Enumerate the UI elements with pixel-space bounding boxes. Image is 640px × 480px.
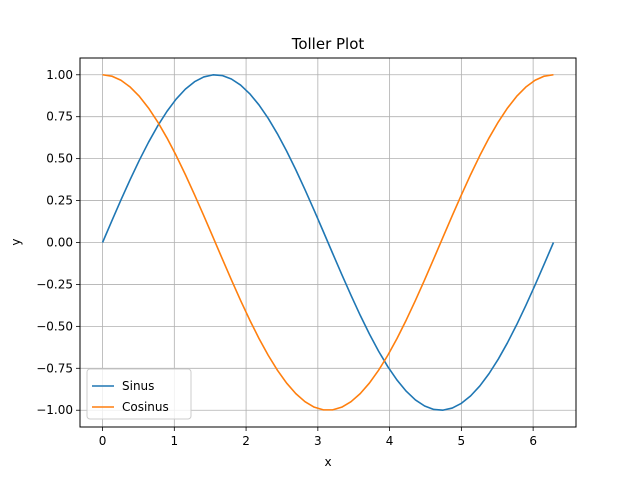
x-tick-label: 1	[170, 434, 178, 448]
y-tick-label: −0.25	[36, 277, 73, 291]
x-axis-label: x	[324, 455, 331, 469]
x-tick-label: 2	[242, 434, 250, 448]
legend: Sinus Cosinus	[86, 368, 192, 420]
y-tick-label: 0.50	[46, 152, 73, 166]
x-tick-label: 5	[458, 434, 466, 448]
x-tick-label: 3	[314, 434, 322, 448]
y-tick-label: −0.50	[36, 319, 73, 333]
x-tick-label: 0	[99, 434, 107, 448]
y-tick-label: 1.00	[46, 68, 73, 82]
y-tick-label: 0.25	[46, 194, 73, 208]
series-line-sinus	[101, 74, 555, 411]
x-tick-label: 4	[386, 434, 394, 448]
y-axis-ticks: −1.00 −0.75 −0.50 −0.25 0.00 0.25 0.50 0.75 1.00	[36, 68, 80, 417]
chart-title: Toller Plot	[291, 35, 365, 53]
legend-entry: Cosinus	[122, 400, 169, 414]
y-axis-label: y	[9, 238, 23, 245]
y-tick-label: −0.75	[36, 361, 73, 375]
x-tick-label: 6	[529, 434, 537, 448]
series-lines	[101, 73, 555, 411]
y-tick-label: 0.75	[46, 110, 73, 124]
series-line-cosinus	[102, 73, 554, 411]
legend-entry: Sinus	[122, 379, 154, 393]
x-axis-ticks: 0 1 2 3 4 5 6	[99, 427, 537, 448]
y-tick-label: −1.00	[36, 403, 73, 417]
y-tick-label: 0.00	[46, 236, 73, 250]
